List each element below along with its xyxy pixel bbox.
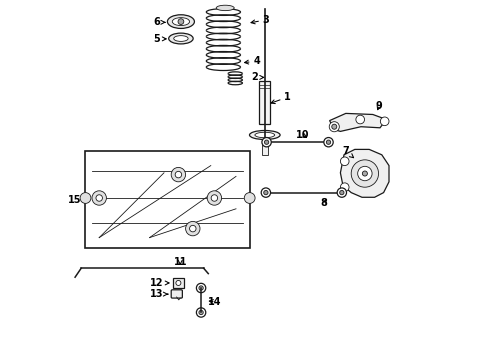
Circle shape <box>358 166 372 181</box>
Circle shape <box>340 190 344 195</box>
Text: 1: 1 <box>271 92 291 104</box>
Text: 6: 6 <box>153 17 165 27</box>
Text: 14: 14 <box>208 297 221 307</box>
Text: 13: 13 <box>150 289 168 299</box>
Circle shape <box>351 160 379 187</box>
Circle shape <box>178 19 184 24</box>
Ellipse shape <box>174 36 188 41</box>
Circle shape <box>264 190 268 195</box>
Circle shape <box>211 195 218 201</box>
FancyBboxPatch shape <box>173 278 184 288</box>
Circle shape <box>265 140 269 144</box>
Circle shape <box>337 188 346 197</box>
Circle shape <box>341 157 349 166</box>
Ellipse shape <box>172 18 190 26</box>
Circle shape <box>171 167 186 182</box>
Circle shape <box>92 191 106 205</box>
Ellipse shape <box>216 5 234 10</box>
Circle shape <box>332 124 337 129</box>
Text: 2: 2 <box>252 72 264 82</box>
Circle shape <box>207 191 221 205</box>
Bar <box>85 151 250 248</box>
Text: 15: 15 <box>68 195 82 205</box>
Ellipse shape <box>255 132 275 138</box>
Text: 7: 7 <box>343 146 354 158</box>
Circle shape <box>341 183 349 192</box>
Ellipse shape <box>249 130 280 139</box>
Circle shape <box>199 286 203 290</box>
Circle shape <box>262 138 271 147</box>
Circle shape <box>380 117 389 126</box>
Polygon shape <box>330 113 387 131</box>
Circle shape <box>96 195 102 201</box>
Polygon shape <box>341 149 389 197</box>
Ellipse shape <box>168 15 195 28</box>
Circle shape <box>363 171 368 176</box>
Text: 3: 3 <box>251 15 270 25</box>
Text: 8: 8 <box>321 198 328 208</box>
FancyBboxPatch shape <box>171 290 182 298</box>
Text: 12: 12 <box>150 278 169 288</box>
FancyBboxPatch shape <box>262 139 268 155</box>
Circle shape <box>329 122 339 132</box>
Circle shape <box>176 280 181 285</box>
Circle shape <box>245 193 255 203</box>
Text: 5: 5 <box>153 34 166 44</box>
Circle shape <box>190 225 196 232</box>
Circle shape <box>199 310 203 315</box>
Text: 9: 9 <box>375 101 382 111</box>
Circle shape <box>356 115 365 124</box>
Circle shape <box>324 138 333 147</box>
Circle shape <box>196 283 206 293</box>
Text: 10: 10 <box>296 130 309 140</box>
Circle shape <box>261 188 270 197</box>
Ellipse shape <box>169 33 193 44</box>
Circle shape <box>196 308 206 317</box>
Circle shape <box>186 221 200 236</box>
Circle shape <box>326 140 331 144</box>
Text: 11: 11 <box>173 257 187 267</box>
Text: 4: 4 <box>245 56 260 66</box>
FancyBboxPatch shape <box>259 81 270 124</box>
Circle shape <box>175 171 182 178</box>
Circle shape <box>80 193 91 203</box>
